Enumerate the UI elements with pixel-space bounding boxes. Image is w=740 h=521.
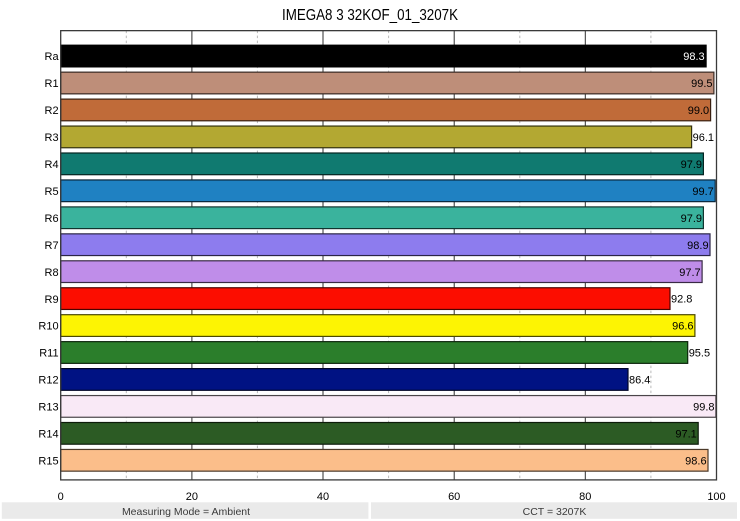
svg-text:R13: R13 <box>38 402 58 414</box>
svg-text:96.6: 96.6 <box>672 321 693 333</box>
svg-text:R1: R1 <box>45 78 59 90</box>
svg-text:40: 40 <box>317 491 329 503</box>
svg-text:99.7: 99.7 <box>692 186 713 198</box>
svg-text:R10: R10 <box>38 321 58 333</box>
svg-text:98.9: 98.9 <box>687 240 708 252</box>
svg-text:R14: R14 <box>38 429 58 441</box>
svg-text:R12: R12 <box>38 375 58 387</box>
svg-text:R9: R9 <box>45 294 59 306</box>
svg-text:92.8: 92.8 <box>671 294 692 306</box>
svg-text:86.4: 86.4 <box>629 375 650 387</box>
svg-text:R5: R5 <box>45 186 59 198</box>
svg-text:80: 80 <box>579 491 591 503</box>
svg-text:R2: R2 <box>45 105 59 117</box>
svg-text:99.0: 99.0 <box>688 105 709 117</box>
svg-text:99.5: 99.5 <box>691 78 712 90</box>
svg-text:97.9: 97.9 <box>681 213 702 225</box>
svg-text:98.3: 98.3 <box>683 51 704 63</box>
svg-text:97.1: 97.1 <box>675 429 696 441</box>
svg-text:R15: R15 <box>38 455 58 467</box>
svg-text:CCT = 3207K: CCT = 3207K <box>523 506 587 518</box>
svg-text:98.6: 98.6 <box>685 455 706 467</box>
svg-text:Measuring Mode = Ambient: Measuring Mode = Ambient <box>122 506 250 518</box>
svg-text:95.5: 95.5 <box>689 348 710 360</box>
svg-text:99.8: 99.8 <box>693 402 714 414</box>
svg-text:R7: R7 <box>45 240 59 252</box>
svg-text:20: 20 <box>186 491 198 503</box>
svg-text:97.7: 97.7 <box>679 267 700 279</box>
svg-text:R4: R4 <box>45 159 59 171</box>
svg-text:R6: R6 <box>45 213 59 225</box>
svg-text:0: 0 <box>58 491 64 503</box>
svg-text:Ra: Ra <box>45 51 60 63</box>
svg-text:R3: R3 <box>45 132 59 144</box>
svg-text:R11: R11 <box>39 348 58 360</box>
svg-text:96.1: 96.1 <box>693 132 714 144</box>
svg-text:60: 60 <box>448 491 460 503</box>
svg-text:IMEGA8 3 32KOF_01_3207K: IMEGA8 3 32KOF_01_3207K <box>282 7 458 24</box>
svg-text:R8: R8 <box>45 267 59 279</box>
svg-text:97.9: 97.9 <box>681 159 702 171</box>
svg-text:100: 100 <box>707 491 725 503</box>
